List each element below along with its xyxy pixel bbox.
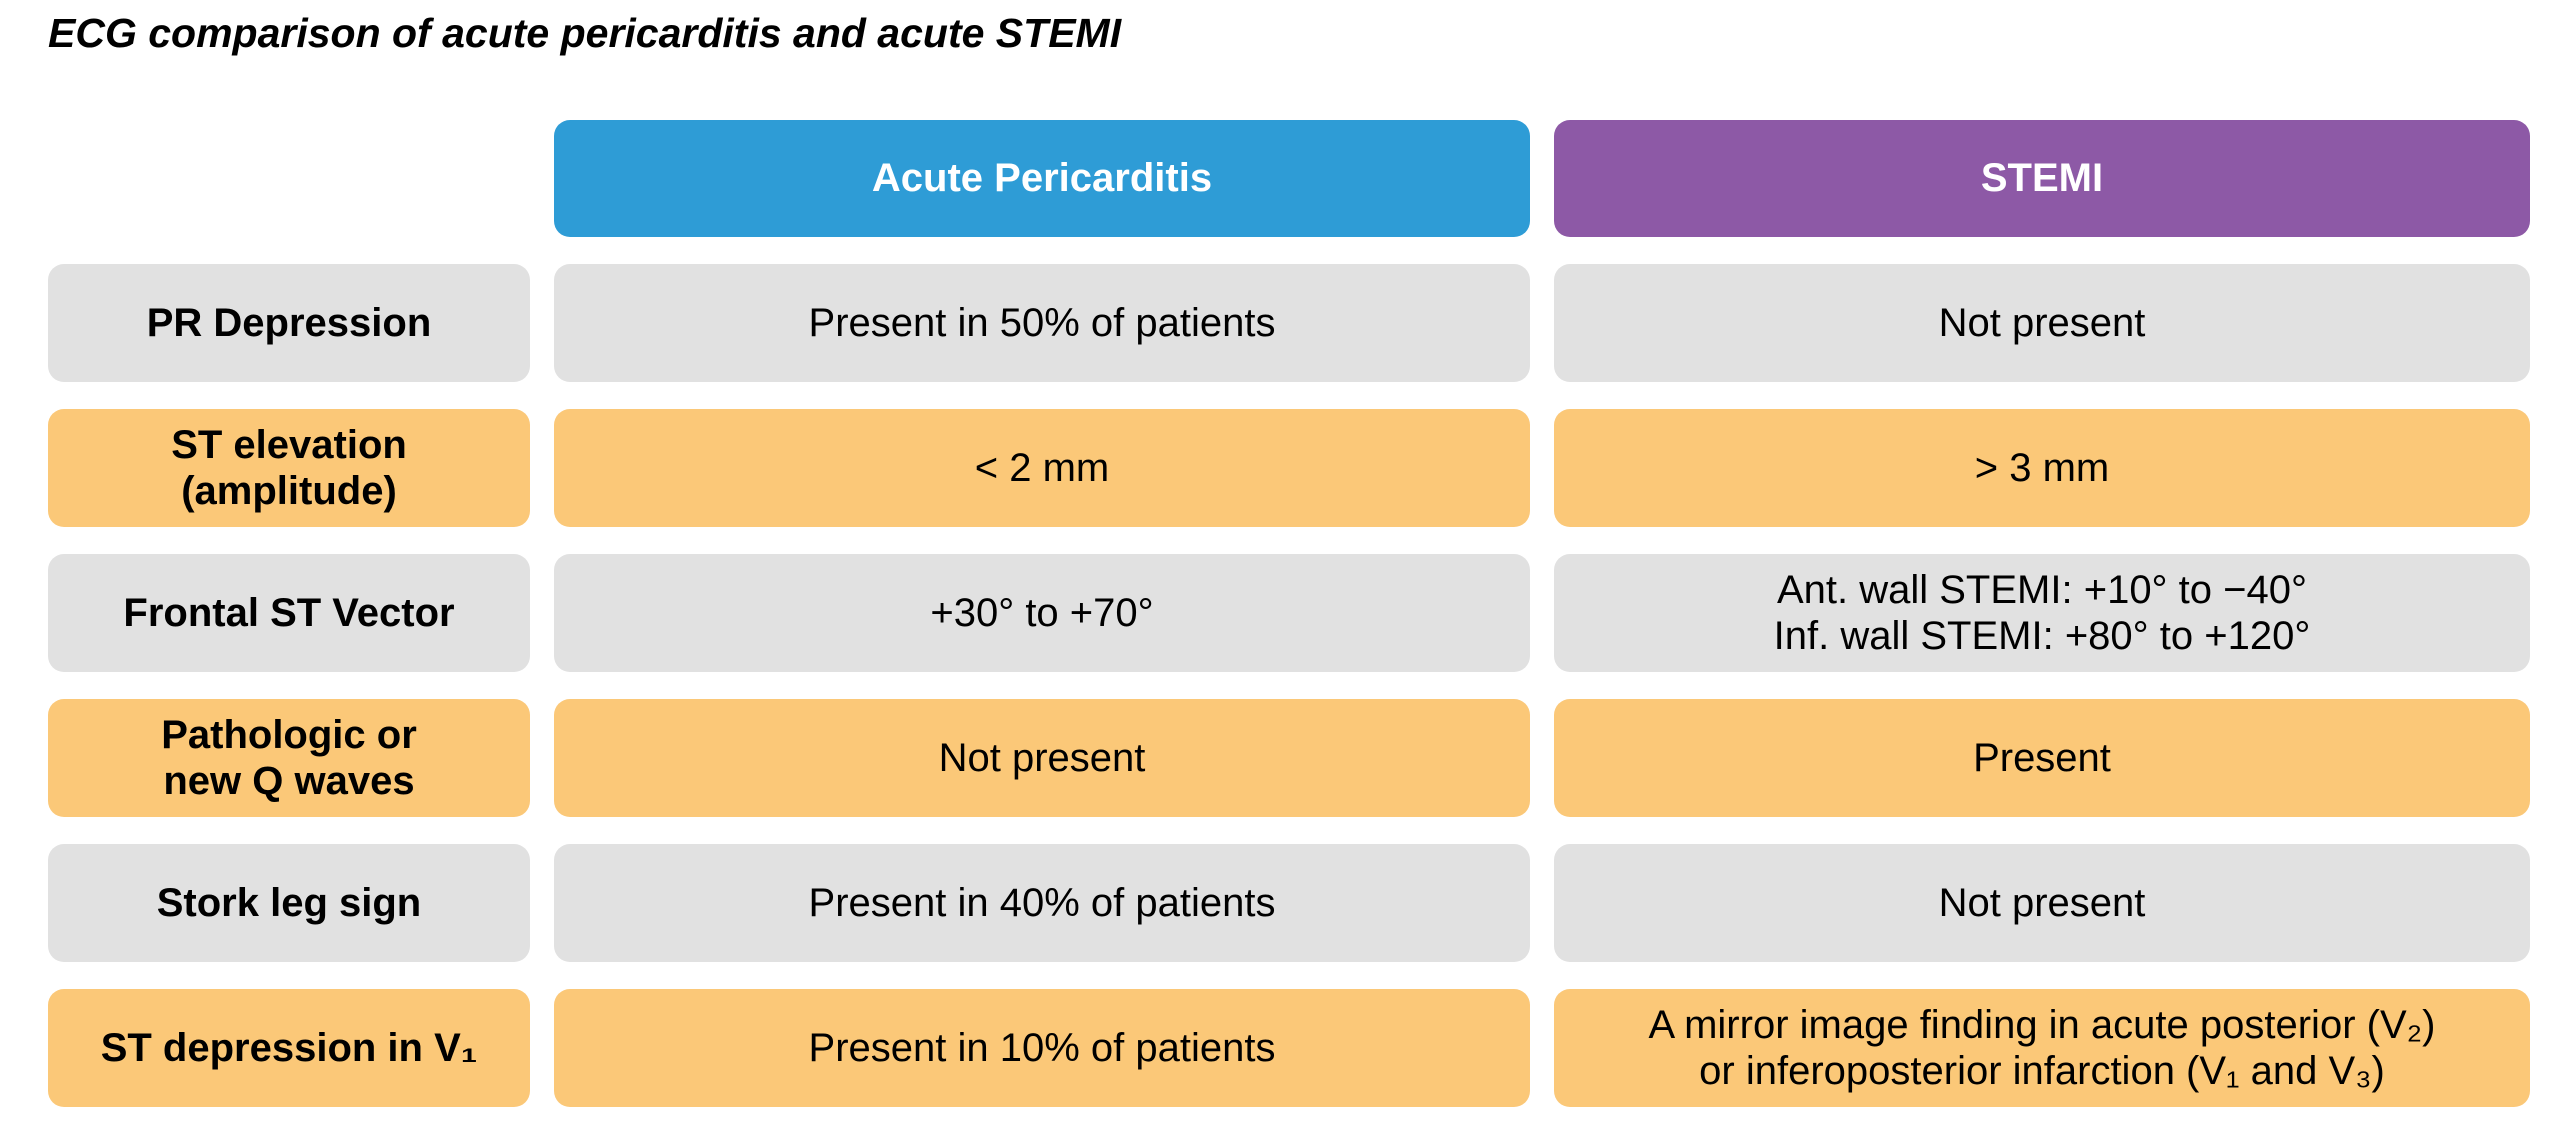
row-label-pr-depression: PR Depression — [48, 264, 530, 382]
cell-stork-leg-pericarditis: Present in 40% of patients — [554, 844, 1530, 962]
row-label-st-depression-v1: ST depression in V₁ — [48, 989, 530, 1107]
cell-st-depression-v1-pericarditis: Present in 10% of patients — [554, 989, 1530, 1107]
header-spacer — [48, 120, 530, 237]
cell-pr-depression-pericarditis: Present in 50% of patients — [554, 264, 1530, 382]
cell-pr-depression-stemi: Not present — [1554, 264, 2530, 382]
row-label-pathologic-q-waves: Pathologic or new Q waves — [48, 699, 530, 817]
cell-st-depression-v1-stemi: A mirror image finding in acute posterio… — [1554, 989, 2530, 1107]
column-header-acute-pericarditis: Acute Pericarditis — [554, 120, 1530, 237]
row-label-stork-leg-sign: Stork leg sign — [48, 844, 530, 962]
cell-q-waves-pericarditis: Not present — [554, 699, 1530, 817]
cell-frontal-st-vector-pericarditis: +30° to +70° — [554, 554, 1530, 672]
row-label-frontal-st-vector: Frontal ST Vector — [48, 554, 530, 672]
column-header-stemi: STEMI — [1554, 120, 2530, 237]
page-title: ECG comparison of acute pericarditis and… — [48, 10, 1122, 56]
cell-q-waves-stemi: Present — [1554, 699, 2530, 817]
row-label-st-elevation-amplitude: ST elevation (amplitude) — [48, 409, 530, 527]
cell-st-elevation-pericarditis: < 2 mm — [554, 409, 1530, 527]
cell-frontal-st-vector-stemi: Ant. wall STEMI: +10° to −40° Inf. wall … — [1554, 554, 2530, 672]
cell-st-elevation-stemi: > 3 mm — [1554, 409, 2530, 527]
cell-stork-leg-stemi: Not present — [1554, 844, 2530, 962]
comparison-table: Acute Pericarditis STEMI PR Depression P… — [48, 120, 2530, 1107]
